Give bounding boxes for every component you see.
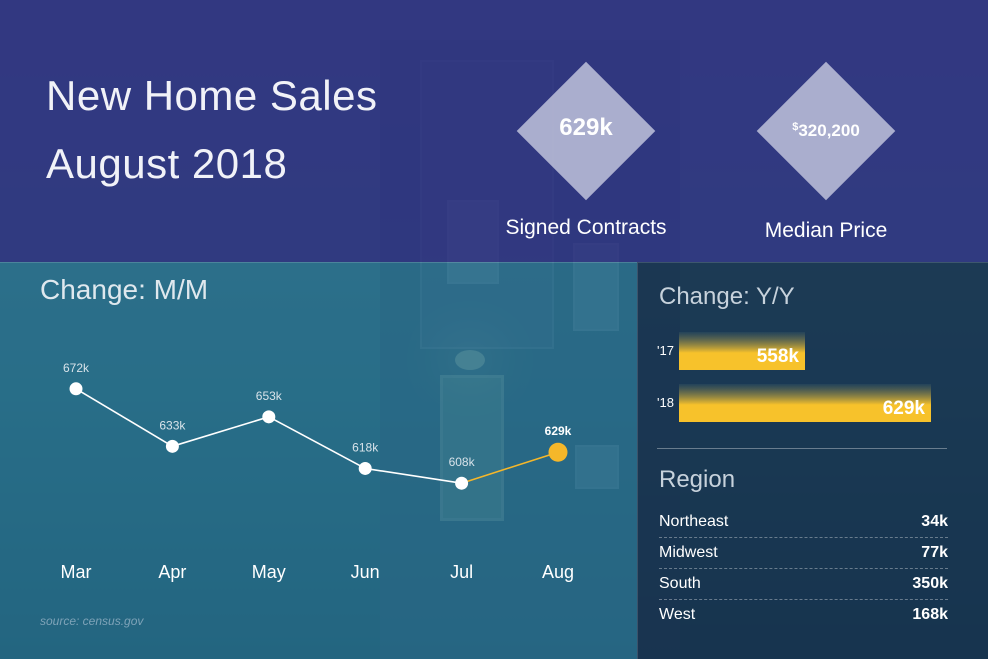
data-label: 633k — [159, 418, 186, 432]
data-label: 672k — [63, 361, 90, 375]
region-name: West — [659, 606, 696, 623]
data-label: 558k — [757, 346, 800, 367]
year-over-year-panel — [637, 262, 988, 659]
bar — [679, 332, 805, 370]
data-label: 629k — [883, 398, 926, 419]
series-line-segment — [75, 388, 173, 448]
data-point — [262, 410, 276, 424]
page-title: New Home Sales — [46, 72, 378, 119]
region-row: West 168k — [659, 600, 948, 630]
region-row: Northeast 34k — [659, 507, 948, 538]
kpi-value-price-amount: 320,200 — [798, 121, 860, 140]
x-tick-label: Aug — [542, 562, 574, 582]
region-value: 77k — [921, 544, 948, 561]
region-value: 168k — [912, 606, 948, 623]
region-value: 350k — [912, 575, 948, 592]
data-label: 629k — [545, 424, 572, 438]
x-tick-label: Mar — [61, 562, 92, 582]
x-tick-label: Apr — [158, 562, 186, 582]
yy-bar-chart: '17 558k '18 629k — [657, 332, 931, 422]
source-note: source: census.gov — [40, 614, 144, 628]
region-section-title: Region — [659, 466, 736, 493]
data-point — [69, 382, 83, 396]
yy-section-title: Change: Y/Y — [659, 283, 795, 310]
region-row: Midwest 77k — [659, 538, 948, 569]
data-point — [165, 439, 179, 453]
region-name: South — [659, 575, 701, 592]
divider — [657, 448, 947, 449]
bar — [679, 384, 931, 422]
data-point — [548, 442, 568, 462]
data-point — [358, 461, 372, 475]
mm-line-chart: 672k Mar 633k Apr 653k May 618k Jun 608k Jul 629k A… — [61, 361, 575, 582]
series-line-segment — [172, 416, 270, 448]
kpi-value-contracts: 629k — [559, 114, 613, 141]
region-value: 34k — [921, 513, 948, 530]
x-tick-label: Jun — [351, 562, 380, 582]
x-tick-label: May — [252, 562, 286, 582]
region-name: Northeast — [659, 513, 729, 530]
kpi-label-contracts: Signed Contracts — [505, 216, 667, 239]
currency-symbol: $ — [792, 121, 799, 133]
kpi-label-price: Median Price — [764, 219, 888, 242]
mm-section-title: Change: M/M — [40, 274, 209, 305]
y-tick-label: '17 — [657, 343, 674, 358]
series-line-segment — [268, 416, 366, 470]
region-name: Midwest — [659, 544, 718, 561]
series-line-segment — [365, 467, 462, 484]
page-subtitle: August 2018 — [46, 140, 288, 187]
data-point — [455, 476, 469, 490]
x-tick-label: Jul — [450, 562, 473, 582]
region-row: South 350k — [659, 569, 948, 600]
data-label: 618k — [352, 440, 379, 454]
y-tick-label: '18 — [657, 395, 674, 410]
kpi-value-price: $320,200 — [756, 121, 896, 141]
data-label: 653k — [256, 389, 283, 403]
data-label: 608k — [449, 455, 476, 469]
series-line-segment — [461, 451, 559, 484]
